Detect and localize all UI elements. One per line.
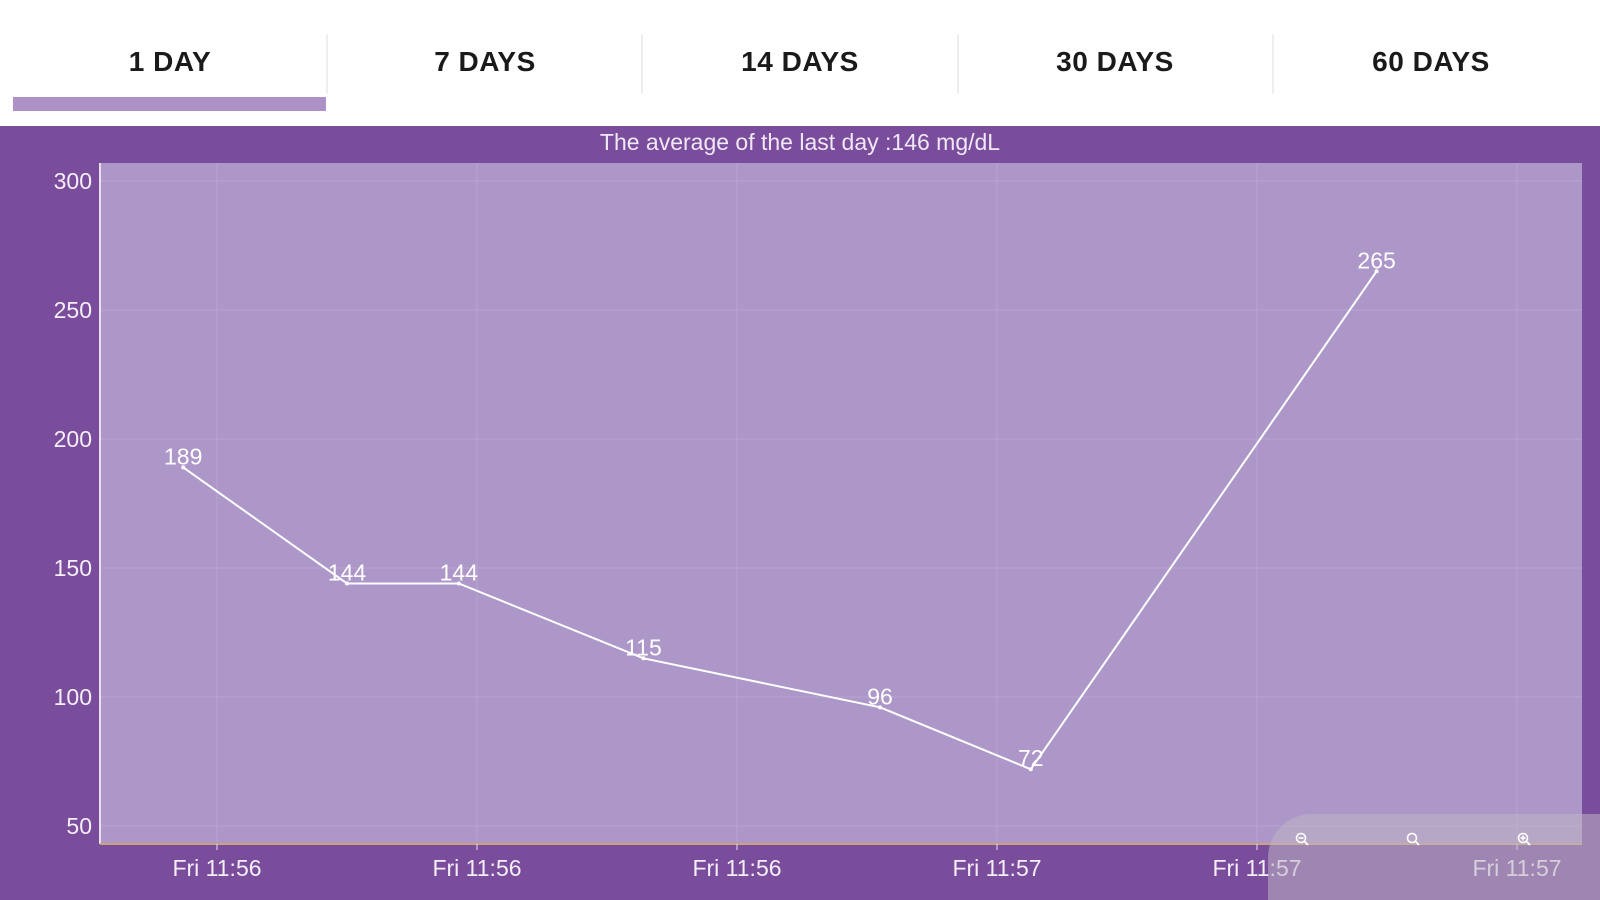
tab-divider [641,34,643,94]
data-point [878,705,882,710]
zoom-reset-icon[interactable] [1406,832,1420,846]
data-point [345,581,349,586]
tab-60-days[interactable]: 60 DAYS [1274,0,1588,126]
data-point [456,581,461,586]
data-point [641,656,646,661]
data-label: 144 [440,559,479,585]
data-point [181,465,186,470]
y-tick-label: 50 [66,813,92,839]
data-point [1374,269,1379,274]
data-label: 115 [625,634,662,660]
tab-7-days[interactable]: 7 DAYS [328,0,642,126]
grid-lines [100,163,1582,844]
y-tick-label: 150 [54,555,92,581]
tab-60-days-label: 60 DAYS [1372,46,1490,77]
y-axis-ticks: 50 100 150 200 250 300 [54,168,92,839]
data-point [1028,767,1033,772]
tab-30-days[interactable]: 30 DAYS [958,0,1272,126]
x-tick-label: Fri 11:57 [952,855,1041,881]
x-tick-label: Fri 11:56 [432,855,521,881]
zoom-controls [1268,814,1600,900]
tab-1-day-label: 1 DAY [128,46,212,77]
y-tick-label: 300 [54,168,92,194]
data-label: 144 [328,559,367,585]
tab-divider [957,34,959,94]
tab-14-days[interactable]: 14 DAYS [643,0,957,126]
x-tick-label: Fri 11:56 [692,855,781,881]
y-tick-label: 200 [54,426,92,452]
y-tick-label: 100 [54,684,92,710]
data-label: 72 [1018,745,1044,771]
data-label: 96 [867,683,893,709]
data-label: 265 [1357,247,1395,273]
time-range-tabs: 1 DAY 7 DAYS 14 DAYS 30 DAYS 60 DAYS [0,0,1600,126]
tab-14-days-label: 14 DAYS [741,46,859,77]
zoom-out-icon[interactable] [1295,832,1309,846]
selected-tab-indicator [13,97,326,111]
tab-divider [326,34,328,94]
tab-7-days-label: 7 DAYS [434,46,536,77]
zoom-in-icon[interactable] [1517,832,1531,846]
data-label: 189 [164,443,202,469]
y-tick-label: 250 [54,297,92,323]
chart-title: The average of the last day :146 mg/dL [600,129,1000,155]
data-labels: 189 144 144 115 96 72 265 [164,247,1396,772]
plot-area [100,163,1582,844]
x-tick-label: Fri 11:56 [172,855,261,881]
tab-divider [1272,34,1274,94]
tab-30-days-label: 30 DAYS [1056,46,1174,77]
tab-1-day[interactable]: 1 DAY [13,0,327,126]
